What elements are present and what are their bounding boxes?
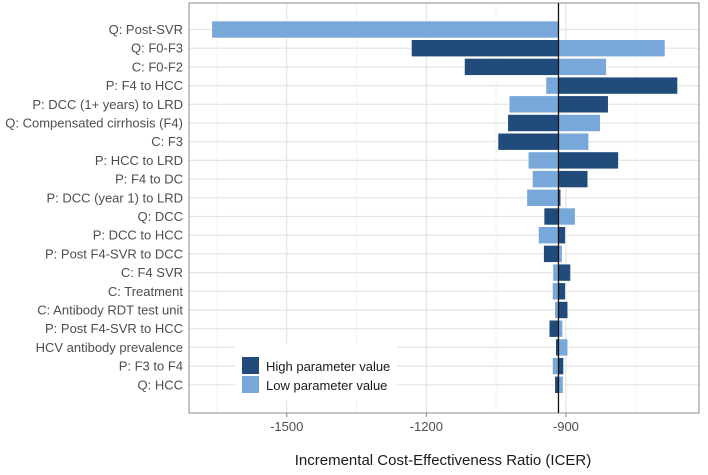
bar-low	[558, 375, 564, 394]
bar-low	[558, 114, 601, 132]
bar-low	[538, 226, 559, 244]
plot-border	[188, 2, 700, 414]
y-tick-label: P: HCC to LRD	[95, 153, 183, 168]
bar-high	[558, 263, 571, 282]
x-tick-label: -1200	[410, 419, 443, 434]
y-tick-label: P: DCC to HCC	[93, 228, 183, 243]
bar-high	[558, 301, 569, 319]
bar-high	[507, 114, 559, 132]
y-tick-label: C: Antibody RDT test unit	[37, 303, 183, 318]
bar-high	[558, 282, 566, 301]
y-tick-label: C: F4 SVR	[121, 265, 183, 280]
bar-high	[558, 76, 678, 95]
legend-key-low	[242, 376, 259, 393]
bar-low	[558, 58, 607, 76]
y-tick-label: Q: DCC	[138, 209, 184, 224]
x-axis-labels: -1500 -1200 -900	[270, 413, 579, 434]
bars	[211, 20, 678, 394]
y-tick-label: P: F3 to F4	[119, 359, 183, 374]
y-tick-label: P: F4 to DC	[115, 172, 183, 187]
bar-low	[527, 151, 559, 170]
y-tick-label: P: F4 to HCC	[106, 78, 183, 93]
y-tick-label: Q: Post-SVR	[109, 22, 183, 37]
bar-high	[558, 151, 619, 170]
y-tick-label: P: DCC (1+ years) to LRD	[32, 97, 183, 112]
bar-low	[558, 207, 576, 226]
legend-label-low: Low parameter value	[266, 378, 387, 393]
y-tick-label: Q: F0-F3	[131, 41, 183, 56]
x-axis-title: Incremental Cost-Effectiveness Ratio (IC…	[295, 452, 592, 469]
bar-high	[543, 245, 559, 263]
y-axis-labels: Q: Post-SVR Q: F0-F3 C: F0-F2 P: F4 to HCC P…	[5, 22, 183, 392]
bar-high	[558, 95, 609, 114]
bar-low	[545, 76, 559, 95]
bar-high	[558, 357, 564, 375]
bar-low	[558, 39, 666, 58]
bar-high	[558, 226, 566, 244]
bar-low	[526, 189, 559, 207]
y-tick-label: P: Post F4-SVR to HCC	[45, 321, 183, 336]
y-tick-label: Q: HCC	[138, 377, 184, 392]
bar-high	[548, 319, 559, 338]
bar-low	[558, 132, 590, 151]
y-tick-label: Q: Compensated cirrhosis (F4)	[5, 116, 183, 131]
bar-high	[558, 170, 589, 188]
y-tick-label: C: F3	[151, 134, 183, 149]
legend: High parameter value Low parameter value	[235, 344, 397, 400]
bar-low	[552, 263, 559, 282]
bar-high	[411, 39, 559, 58]
x-tick-label: -900	[553, 419, 579, 434]
bar-high	[497, 132, 559, 151]
legend-box	[235, 344, 397, 400]
bar-high	[543, 207, 559, 226]
bar-high	[464, 58, 559, 76]
y-tick-label: C: Treatment	[108, 284, 184, 299]
y-tick-label: P: DCC (year 1) to LRD	[46, 190, 183, 205]
legend-label-high: High parameter value	[266, 359, 390, 374]
bar-low	[211, 20, 559, 39]
bar-low	[558, 338, 569, 357]
bar-low	[552, 357, 559, 375]
grid	[189, 3, 699, 413]
y-tick-label: P: Post F4-SVR to DCC	[45, 246, 183, 261]
bar-low	[532, 170, 559, 188]
y-tick-label: C: F0-F2	[132, 59, 183, 74]
y-tick-label: HCV antibody prevalence	[36, 340, 183, 355]
bar-low	[552, 282, 559, 301]
x-tick-label: -1500	[270, 419, 303, 434]
bar-low	[508, 95, 559, 114]
legend-key-high	[242, 357, 259, 374]
